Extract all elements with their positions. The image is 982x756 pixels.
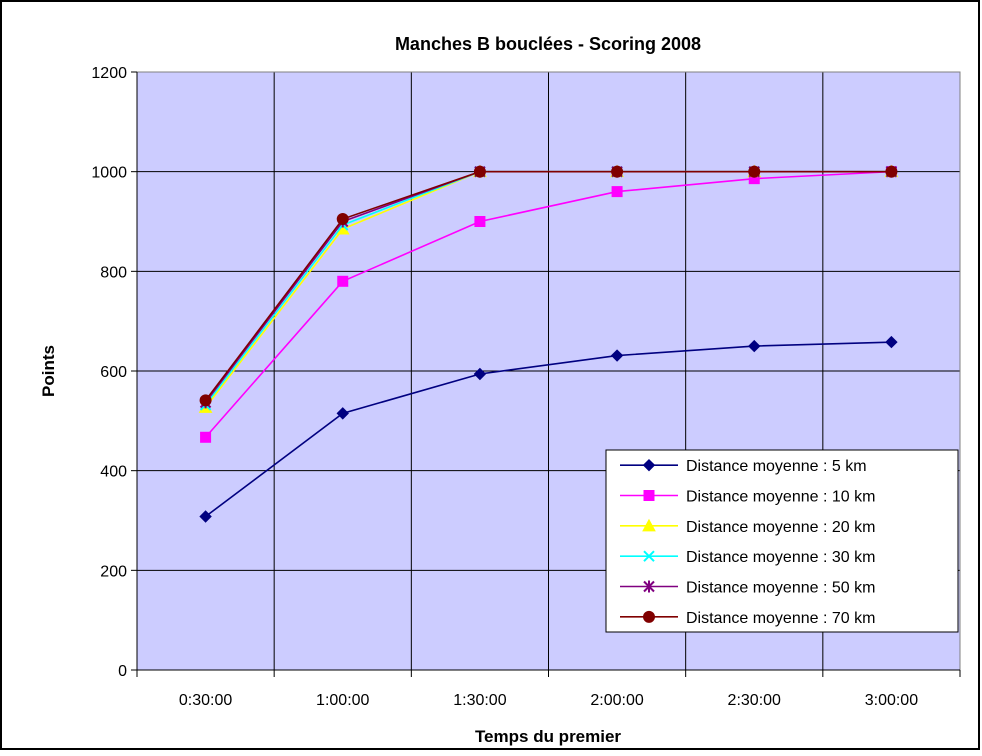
series-layer — [198, 164, 899, 523]
series-1-point-4 — [748, 339, 761, 353]
legend-marker-4 — [643, 550, 655, 562]
y-tick-label-5: 1000 — [91, 165, 127, 182]
y-tick-label-2: 400 — [100, 464, 127, 481]
legend: Distance moyenne : 5 km Distance moyenne … — [605, 449, 959, 633]
y-tick-label-3: 600 — [100, 364, 127, 381]
y-tick-label-1: 200 — [100, 563, 127, 580]
series-6-point-1 — [336, 213, 349, 226]
legend-item-1: Distance moyenne : 5 km — [620, 458, 867, 475]
legend-label-4: Distance moyenne : 30 km — [686, 549, 875, 566]
series-6-line — [204, 170, 892, 401]
series-2-point-3 — [611, 186, 623, 198]
legend-item-6: Distance moyenne : 70 km — [620, 610, 875, 627]
series-1-point-2 — [473, 367, 487, 381]
legend-label-1: Distance moyenne : 5 km — [686, 458, 867, 475]
legend-item-4: Distance moyenne : 30 km — [620, 549, 875, 566]
series-6-point-2 — [473, 165, 486, 178]
series-2-point-1 — [337, 275, 349, 287]
legend-label-6: Distance moyenne : 70 km — [686, 610, 875, 627]
series-2-point-0 — [200, 431, 212, 443]
legend-item-3: Distance moyenne : 20 km — [620, 518, 875, 536]
legend-label-3: Distance moyenne : 20 km — [686, 519, 875, 536]
x-tick-label-3: 2:00:00 — [590, 692, 643, 709]
legend-marker-5 — [643, 580, 655, 593]
series-6-point-5 — [885, 165, 898, 178]
x-tick-label-2: 1:30:00 — [453, 692, 506, 709]
series-1-point-0 — [199, 510, 212, 523]
series-1-point-3 — [610, 349, 624, 362]
series-6-point-3 — [611, 165, 624, 178]
series-1-line — [205, 341, 892, 518]
legend-item-2: Distance moyenne : 10 km — [620, 489, 875, 506]
series-6-point-4 — [748, 165, 761, 178]
legend-marker-3 — [642, 518, 656, 532]
axes: 0 200 400 600 800 1000 1200 0:30:00 1:00:00 1:30:… — [91, 65, 961, 709]
legend-marker-1 — [642, 458, 656, 472]
series-1-point-5 — [885, 335, 898, 349]
y-tick-label-0: 0 — [118, 663, 127, 680]
y-tick-label-4: 800 — [100, 264, 127, 281]
legend-marker-6 — [643, 610, 655, 623]
chart-title: Manches B bouclées - Scoring 2008 — [395, 34, 701, 54]
x-tick-label-0: 0:30:00 — [179, 692, 232, 709]
legend-label-5: Distance moyenne : 50 km — [686, 580, 875, 597]
series-1 — [199, 335, 898, 523]
x-tick-label-5: 3:00:00 — [865, 692, 918, 709]
series-2-point-2 — [474, 216, 486, 227]
legend-label-2: Distance moyenne : 10 km — [686, 489, 875, 506]
y-axis-label: Points — [39, 345, 58, 397]
series-6-point-0 — [199, 394, 212, 407]
legend-marker-2 — [643, 490, 655, 501]
series-2-line — [204, 170, 892, 438]
legend-box — [605, 449, 959, 633]
y-tick-label-6: 1200 — [91, 65, 127, 82]
series-6 — [199, 165, 898, 407]
x-tick-label-4: 2:30:00 — [728, 692, 781, 709]
x-tick-label-1: 1:00:00 — [316, 692, 369, 709]
legend-item-5: Distance moyenne : 50 km — [620, 580, 875, 597]
x-axis-label: Temps du premier — [475, 727, 621, 746]
series-1-point-1 — [336, 407, 349, 420]
